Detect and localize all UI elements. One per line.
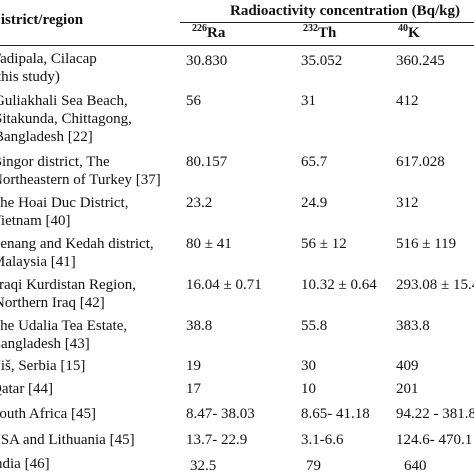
row-ra-value: 17 (186, 381, 201, 397)
row-th-value: 24.9 (301, 195, 328, 211)
row-k-value: 360.245 (396, 53, 445, 69)
row-k-value: 412 (396, 93, 419, 109)
row-ra-value: 38.8 (186, 318, 213, 334)
row-region-line: Sitakunda, Chittagong, (0, 111, 132, 127)
row-region-line: Bangladesh [43] (0, 336, 90, 352)
row-th-value: 30 (301, 358, 316, 374)
row-region-line: Northern Iraq [42] (0, 295, 105, 311)
row-th-value: 10 (301, 381, 316, 397)
region-column-header: District/region (0, 12, 84, 28)
row-k-value: 383.8 (396, 318, 430, 334)
row-region-line: Tadipala, Cilacap (0, 51, 97, 67)
row-ra-value: 19 (186, 358, 201, 374)
row-k-value: 617.028 (396, 154, 445, 170)
row-region-line: Iraqi Kurdistan Region, (0, 277, 137, 293)
row-k-value: 312 (396, 195, 419, 211)
row-region-line: Northeastern of Turkey [37] (0, 172, 161, 188)
row-th-value: 79 (306, 458, 321, 474)
row-region-line: USA and Lithuania [45] (0, 432, 135, 448)
th-mass-number: 232 (303, 23, 318, 34)
row-ra-value: 30.830 (186, 53, 228, 69)
row-ra-value: 16.04 ± 0.71 (186, 277, 262, 293)
row-region-line: Niš, Serbia [15] (0, 358, 86, 374)
row-region-line: The Hoai Duc District, (0, 195, 129, 211)
row-region-line: Bingor district, The (0, 154, 110, 170)
group-underline (180, 22, 474, 23)
row-region-line: Guliakhali Sea Beach, (0, 93, 128, 109)
row-region-line: The Udalia Tea Estate, (0, 318, 128, 334)
concentration-group-header: Radioactivity concentration (Bq/kg) (230, 3, 460, 19)
row-k-value: 409 (396, 358, 419, 374)
row-th-value: 10.32 ± 0.64 (301, 277, 377, 293)
row-region-line: (this study) (0, 69, 60, 85)
row-ra-value: 80 ± 41 (186, 236, 232, 252)
row-ra-value: 80.157 (186, 154, 228, 170)
ra-symbol: Ra (207, 25, 226, 41)
row-ra-value: 32.5 (190, 458, 217, 474)
k-column-header: 40K (398, 24, 420, 43)
row-region-line: Malaysia [41] (0, 254, 76, 270)
row-k-value: 124.6- 470.1 (396, 432, 473, 448)
row-region-line: Vietnam [40] (0, 213, 71, 229)
row-k-value: 516 ± 119 (396, 236, 457, 252)
row-ra-value: 56 (186, 93, 201, 109)
row-th-value: 56 ± 12 (301, 236, 347, 252)
row-region-line: India [46] (0, 456, 50, 472)
th-symbol: Th (318, 25, 337, 41)
k-symbol: K (408, 25, 420, 41)
row-region-line: Qatar [44] (0, 381, 54, 397)
row-th-value: 65.7 (301, 154, 328, 170)
row-region-line: Bangladesh [22] (0, 129, 93, 145)
row-k-value: 293.08 ± 15.4 (396, 277, 474, 293)
row-k-value: 201 (396, 381, 419, 397)
row-region-line: Penang and Kedah district, (0, 236, 154, 252)
row-ra-value: 23.2 (186, 195, 213, 211)
k-mass-number: 40 (398, 23, 408, 34)
row-ra-value: 8.47- 38.03 (186, 406, 255, 422)
row-th-value: 31 (301, 93, 316, 109)
ra-mass-number: 226 (192, 23, 207, 34)
row-k-value: 94.22 - 381.8 (396, 406, 474, 422)
row-th-value: 3.1-6.6 (301, 432, 344, 448)
row-ra-value: 13.7- 22.9 (186, 432, 248, 448)
row-th-value: 35.052 (301, 53, 343, 69)
ra-column-header: 226Ra (192, 24, 225, 43)
row-k-value: 640 (404, 458, 427, 474)
row-th-value: 55.8 (301, 318, 328, 334)
th-column-header: 232Th (303, 24, 336, 43)
row-th-value: 8.65- 41.18 (301, 406, 370, 422)
row-region-line: South Africa [45] (0, 406, 96, 422)
header-rule (0, 45, 474, 46)
